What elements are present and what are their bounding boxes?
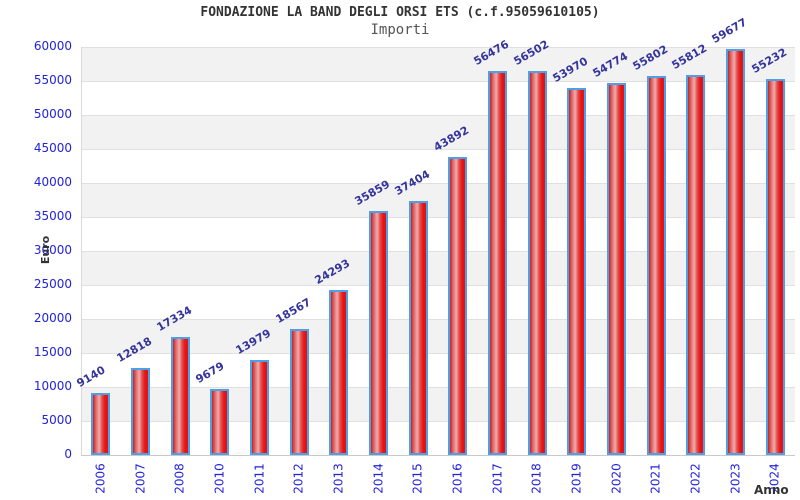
plot-band	[81, 387, 795, 421]
y-tick-label: 60000	[33, 39, 72, 53]
chart-title: FONDAZIONE LA BAND DEGLI ORSI ETS (c.f.9…	[200, 5, 600, 20]
plot-band	[81, 251, 795, 285]
gridline	[81, 47, 795, 48]
bar	[408, 200, 428, 455]
x-tick-label: 2008	[172, 463, 187, 494]
gridline	[81, 217, 795, 218]
x-tick-label: 2021	[648, 463, 663, 494]
x-tick-label: 2017	[490, 463, 504, 494]
bar	[646, 75, 666, 455]
y-tick-label: 50000	[33, 107, 72, 121]
x-tick-label: 2013	[331, 463, 346, 494]
gridline	[81, 353, 795, 354]
y-tick-label: 55000	[33, 73, 72, 87]
gridline	[81, 149, 795, 150]
plot-band	[81, 217, 795, 251]
bar	[369, 211, 388, 455]
y-tick-label: 30000	[33, 243, 72, 257]
bar	[686, 75, 706, 455]
x-tick-label: 2012	[291, 463, 306, 494]
plot-band	[81, 81, 795, 115]
plot-band	[81, 47, 795, 81]
plot-band	[81, 183, 795, 217]
gridline	[81, 421, 795, 422]
bar	[607, 82, 626, 455]
plot-band	[81, 285, 795, 319]
plot-band	[81, 149, 795, 183]
y-tick-label: 45000	[33, 141, 72, 155]
x-axis-line	[81, 455, 795, 456]
y-tick-label: 35000	[33, 209, 72, 223]
plot-band	[81, 421, 795, 455]
x-tick-label: 2023	[728, 463, 742, 494]
bar	[210, 389, 230, 455]
y-tick-label: 20000	[33, 311, 72, 325]
x-tick-label: 2010	[212, 463, 227, 494]
x-tick-label: 2019	[569, 463, 584, 494]
bar	[726, 49, 745, 455]
x-tick-label: 2020	[609, 463, 623, 494]
plot-band	[81, 319, 795, 353]
plot-band	[81, 115, 795, 149]
x-tick-label: 2022	[688, 463, 703, 494]
x-axis-title: Anno	[754, 483, 789, 497]
chart-subtitle: Importi	[370, 22, 430, 38]
gridline	[81, 115, 795, 116]
bar	[448, 156, 468, 455]
y-tick-label: 0	[64, 447, 72, 461]
bar	[131, 367, 150, 455]
x-tick-label: 2007	[133, 463, 147, 494]
bar	[527, 70, 547, 455]
y-tick-label: 40000	[33, 175, 72, 189]
bar	[289, 328, 309, 455]
bar	[567, 88, 587, 455]
bar	[250, 359, 269, 455]
y-tick-label: 5000	[41, 413, 72, 427]
x-tick-label: 2016	[450, 463, 465, 494]
bar	[488, 70, 507, 455]
x-tick-label: 2015	[410, 463, 425, 494]
gridline	[81, 285, 795, 286]
y-axis-line	[81, 47, 82, 455]
y-tick-label: 10000	[33, 379, 72, 393]
gridline	[81, 319, 795, 320]
x-tick-label: 2011	[252, 463, 266, 494]
bar-value-label: 59677	[709, 15, 750, 47]
x-tick-label: 2014	[371, 463, 385, 494]
bar	[170, 337, 190, 455]
gridline	[81, 183, 795, 184]
x-tick-label: 2018	[529, 463, 544, 494]
y-tick-label: 15000	[33, 345, 72, 359]
gridline	[81, 387, 795, 388]
bar	[329, 289, 349, 455]
y-axis-title: Euro	[39, 235, 52, 265]
gridline	[81, 81, 795, 82]
bar	[765, 79, 785, 455]
bar	[91, 392, 111, 455]
x-tick-label: 2006	[93, 463, 108, 494]
gridline	[81, 251, 795, 252]
plot-band	[81, 353, 795, 387]
y-tick-label: 25000	[33, 277, 72, 291]
